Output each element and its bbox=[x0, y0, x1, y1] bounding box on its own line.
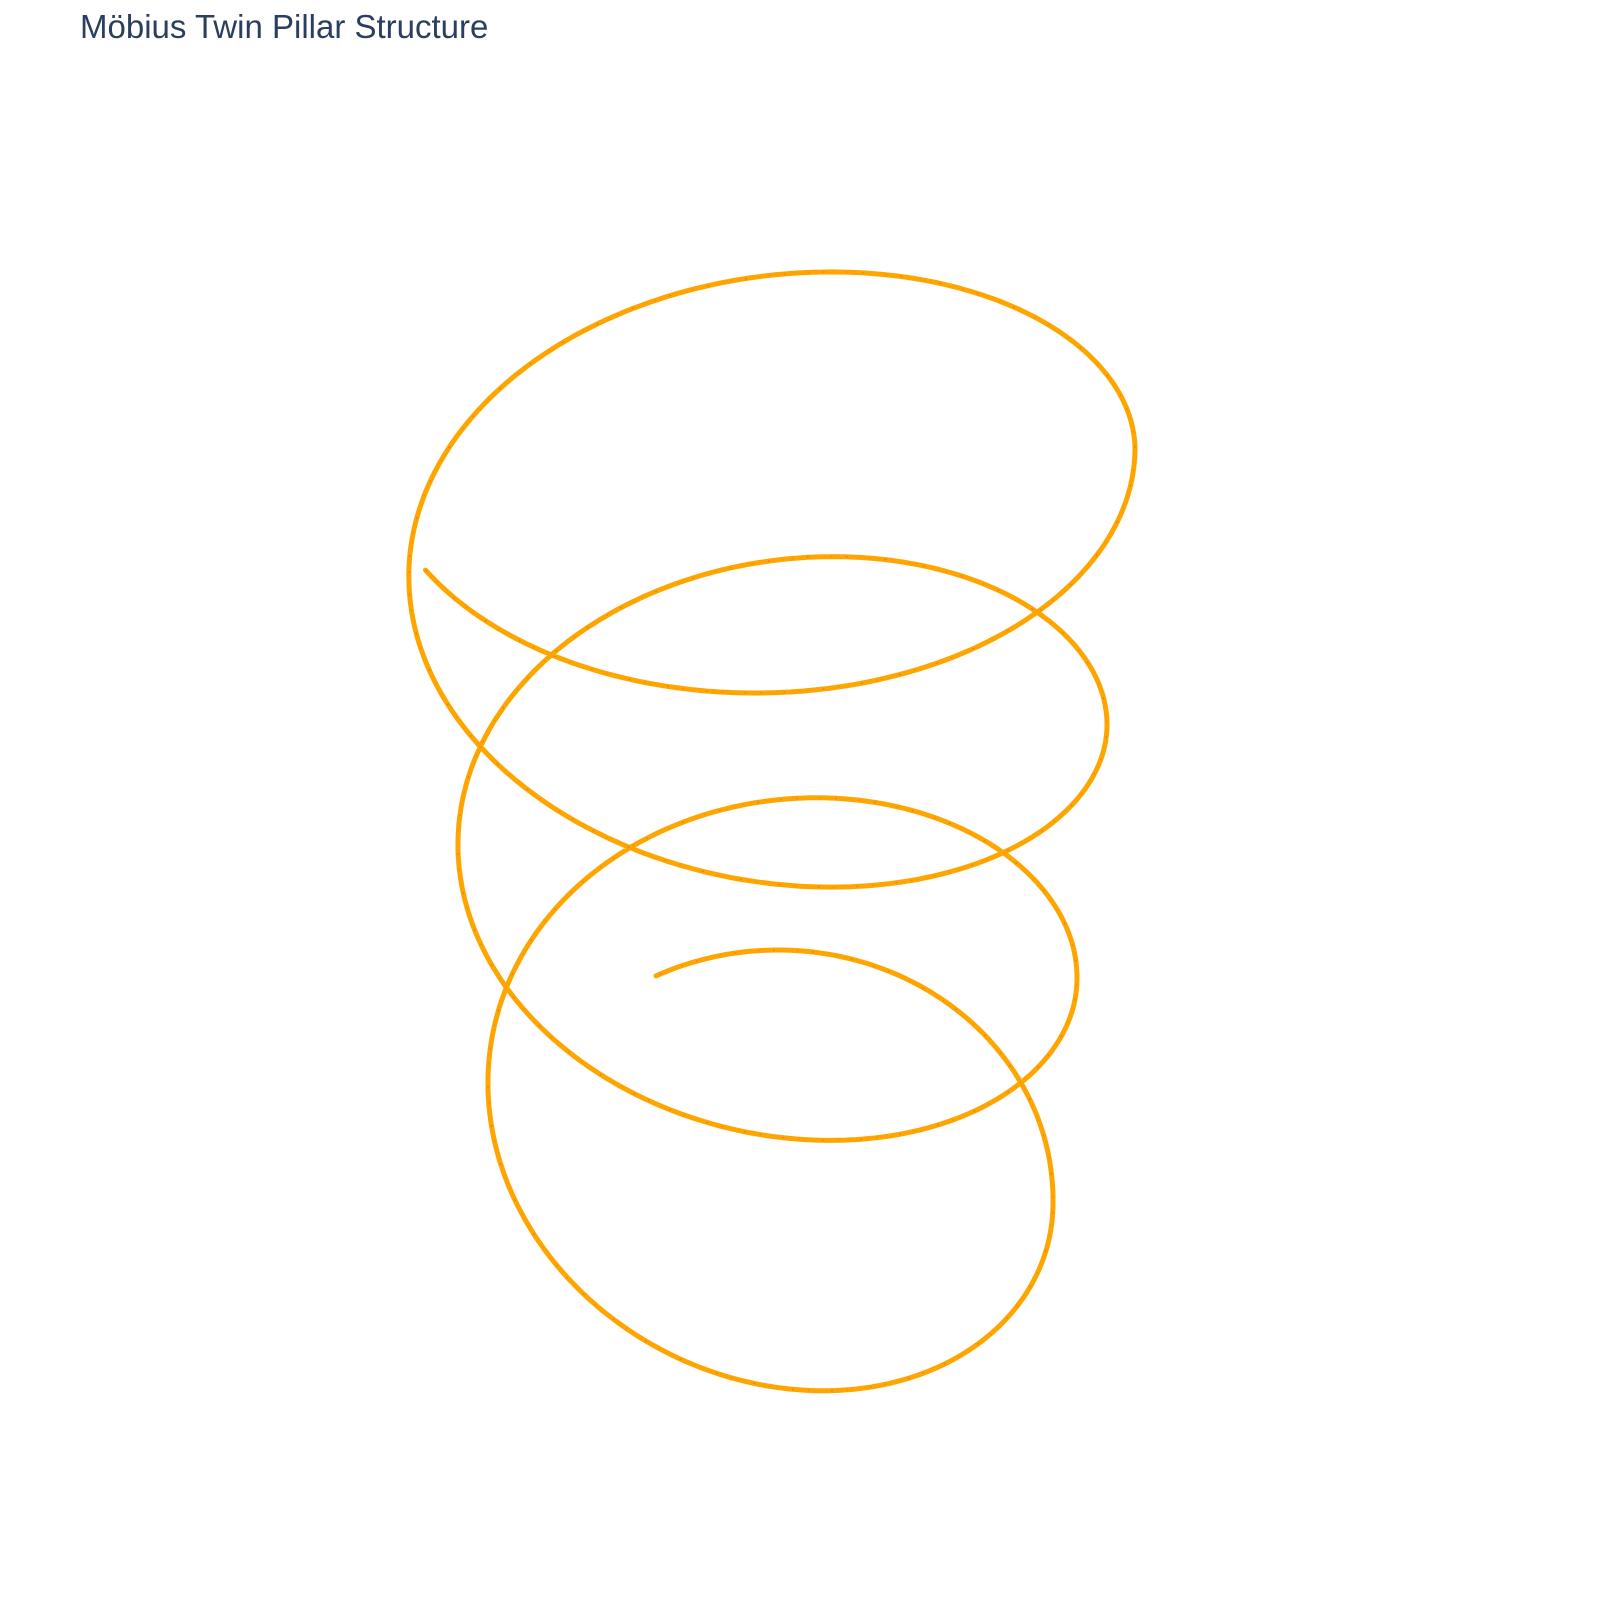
helix-line-texture bbox=[408, 271, 1136, 1392]
series-layer bbox=[406, 269, 1138, 1394]
helix-line bbox=[406, 269, 1138, 1394]
chart-title: Möbius Twin Pillar Structure bbox=[80, 8, 489, 45]
